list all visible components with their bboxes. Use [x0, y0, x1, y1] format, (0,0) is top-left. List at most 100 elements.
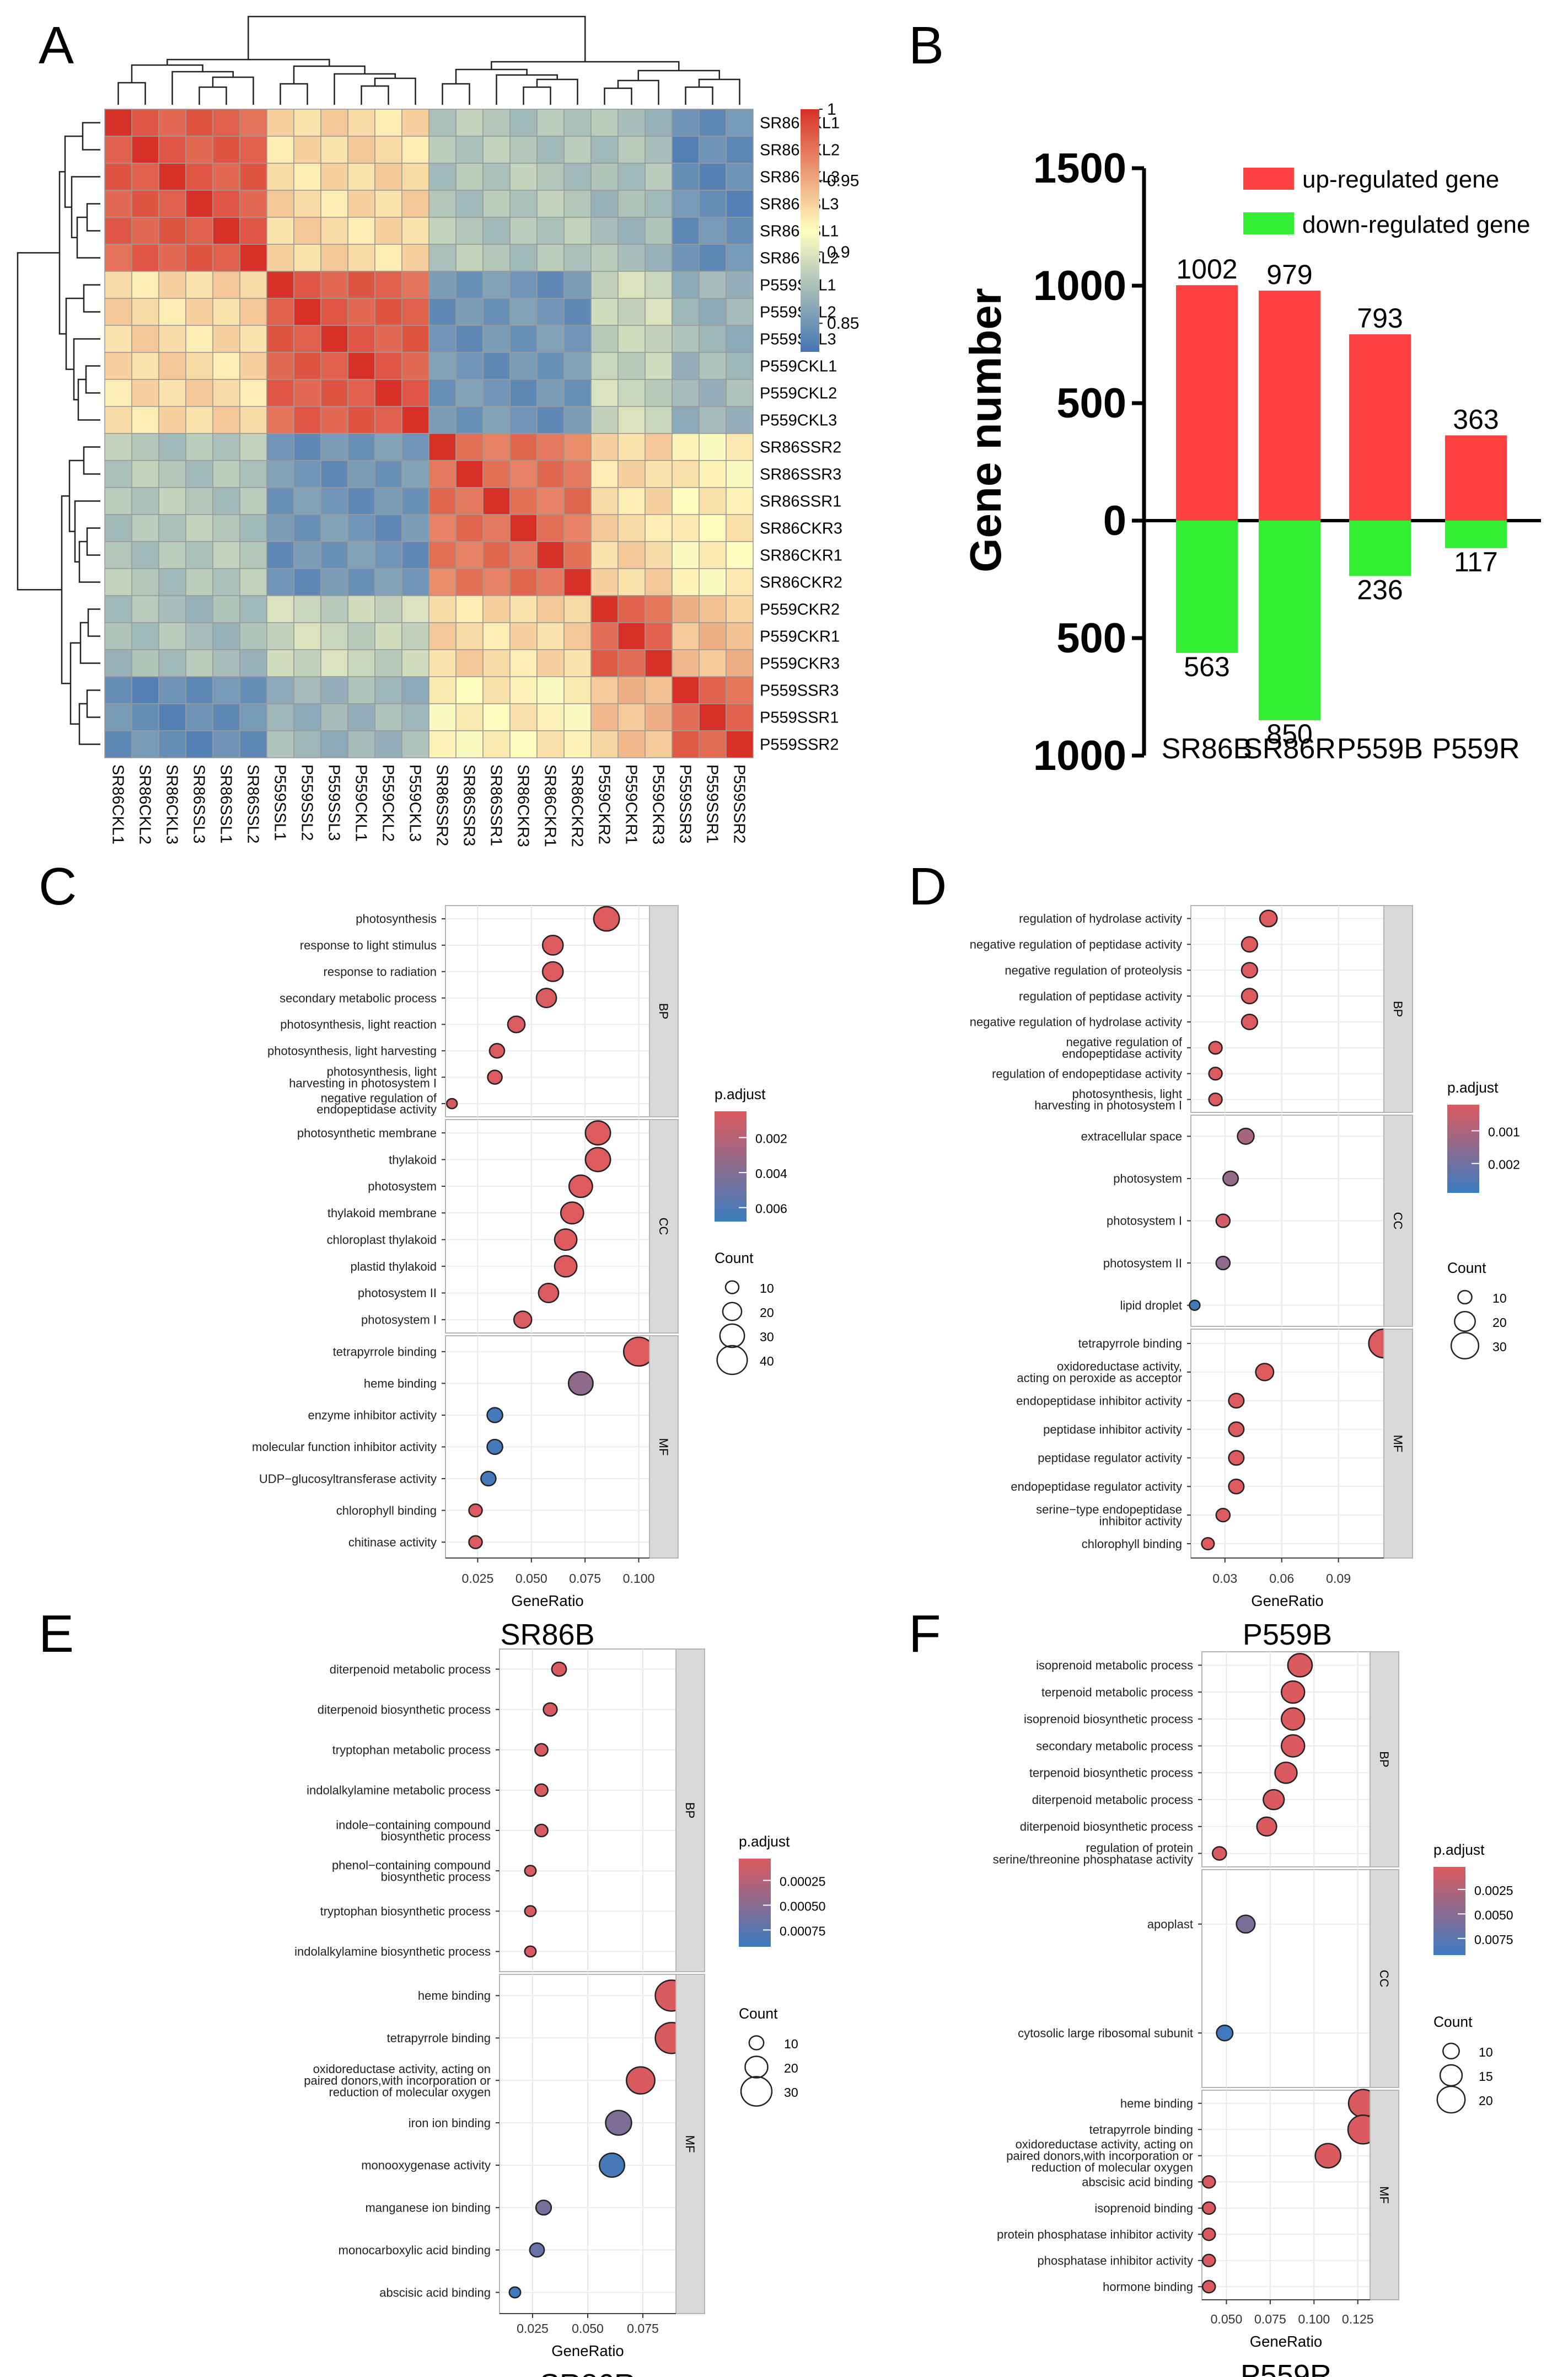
go-term-label: monocarboxylic acid binding — [339, 2243, 491, 2257]
heatmap-color-scale — [801, 109, 819, 352]
go-term-label: heme binding — [364, 1377, 437, 1390]
heatmap-cell — [428, 298, 457, 326]
heatmap-cell — [131, 730, 159, 758]
heatmap-cell — [185, 568, 213, 596]
heatmap-cell — [672, 406, 700, 434]
go-term-label: endopeptidase activity — [316, 1102, 437, 1116]
go-term-label: iron ion binding — [409, 2116, 491, 2130]
heatmap-cell — [347, 514, 375, 542]
heatmap-cell — [617, 568, 646, 596]
row-label: P559SSR1 — [760, 709, 839, 727]
heatmap-cell — [563, 217, 592, 245]
heatmap-cell — [185, 622, 213, 650]
go-term-label: chlorophyll binding — [336, 1503, 437, 1517]
heatmap-cell — [482, 595, 511, 623]
down-value-label: 563 — [1184, 651, 1229, 682]
go-term-label: terpenoid metabolic process — [1041, 1685, 1193, 1699]
bar-down-P559B — [1349, 521, 1411, 576]
size-legend-label: 20 — [1479, 2094, 1493, 2108]
column-label: SR86SSR3 — [460, 764, 478, 846]
go-term-dot — [1228, 1421, 1245, 1437]
go-term-dot — [538, 1282, 560, 1303]
heatmap-cell — [293, 352, 321, 380]
heatmap-cell — [131, 487, 159, 515]
heatmap-cell — [266, 379, 294, 407]
up-value-label: 1002 — [1176, 254, 1237, 285]
heatmap-cell — [482, 379, 511, 407]
go-term-label: photosystem I — [1107, 1214, 1182, 1228]
size-legend-label: 30 — [784, 2085, 798, 2100]
go-term-dot — [488, 1043, 506, 1059]
heatmap-cell — [185, 298, 213, 326]
heatmap-cell — [131, 541, 159, 569]
go-term-dot — [1201, 2253, 1216, 2267]
go-term-dot — [1208, 1092, 1223, 1107]
heatmap-cell — [239, 352, 267, 380]
heatmap-cell — [536, 136, 565, 164]
heatmap-cell — [617, 730, 646, 758]
heatmap-cell — [699, 244, 727, 272]
heatmap-cell — [347, 433, 375, 461]
heatmap-cell — [563, 460, 592, 488]
color-legend-tick-label: 0.00025 — [780, 1875, 825, 1889]
heatmap-cell — [320, 379, 348, 407]
heatmap-cell — [374, 406, 402, 434]
go-term-label: photosynthesis, light harvesting — [267, 1044, 437, 1058]
heatmap-cell — [590, 514, 619, 542]
heatmap-cell — [374, 649, 402, 677]
heatmap-cell — [536, 487, 565, 515]
heatmap-cell — [645, 676, 673, 704]
heatmap-cell — [320, 730, 348, 758]
heatmap-cell — [185, 109, 213, 137]
heatmap-cell — [699, 541, 727, 569]
x-tick-label: 0.050 — [515, 1571, 547, 1586]
heatmap-cell — [185, 433, 213, 461]
heatmap-cell — [428, 352, 457, 380]
heatmap-cell — [428, 433, 457, 461]
heatmap-cell — [212, 487, 240, 515]
heatmap-cell — [455, 217, 484, 245]
heatmap-cell — [590, 730, 619, 758]
heatmap-cell — [482, 487, 511, 515]
heatmap-cell — [536, 217, 565, 245]
heatmap-cell — [726, 622, 754, 650]
heatmap-cell — [645, 352, 673, 380]
plot-title: SR86B — [500, 1618, 594, 1651]
size-legend-label: 10 — [784, 2037, 798, 2051]
heatmap-cell — [482, 325, 511, 353]
heatmap-cell — [320, 460, 348, 488]
heatmap-cell — [509, 163, 538, 191]
facet-label: BP — [1377, 1751, 1391, 1767]
down-value-label: 117 — [1454, 547, 1498, 577]
heatmap-cell — [645, 595, 673, 623]
go-term-label: indolalkylamine metabolic process — [307, 1784, 491, 1797]
go-term-dot — [1211, 1846, 1227, 1861]
heatmap-cell — [266, 622, 294, 650]
heatmap-cell — [645, 109, 673, 137]
heatmap-cell — [212, 325, 240, 353]
go-term-label: photosystem — [368, 1180, 437, 1193]
go-term-label: photosynthesis, light reaction — [280, 1018, 437, 1031]
heatmap-cell — [509, 109, 538, 137]
heatmap-cell — [401, 487, 429, 515]
heatmap-cell — [726, 730, 754, 758]
go-term-label: enzyme inhibitor activity — [308, 1409, 437, 1422]
heatmap-cell — [320, 109, 348, 137]
heatmap-cell — [590, 568, 619, 596]
heatmap-cell — [563, 136, 592, 164]
go-term-label: UDP−glucosyltransferase activity — [259, 1472, 437, 1486]
go-term-dot — [468, 1535, 483, 1549]
facet-label: CC — [1391, 1212, 1405, 1230]
heatmap-cell — [482, 460, 511, 488]
heatmap-cell — [428, 406, 457, 434]
go-term-label: molecular function inhibitor activity — [252, 1440, 437, 1454]
go-term-label: oxidoreductase activity, acting on — [313, 2062, 491, 2076]
heatmap-cell — [428, 595, 457, 623]
heatmap-cell — [131, 460, 159, 488]
go-term-label: thylakoid — [389, 1153, 437, 1166]
heatmap-cell — [509, 271, 538, 299]
heatmap-cell — [374, 676, 402, 704]
heatmap-cell — [536, 460, 565, 488]
heatmap-cell — [563, 622, 592, 650]
heatmap-cell — [617, 541, 646, 569]
